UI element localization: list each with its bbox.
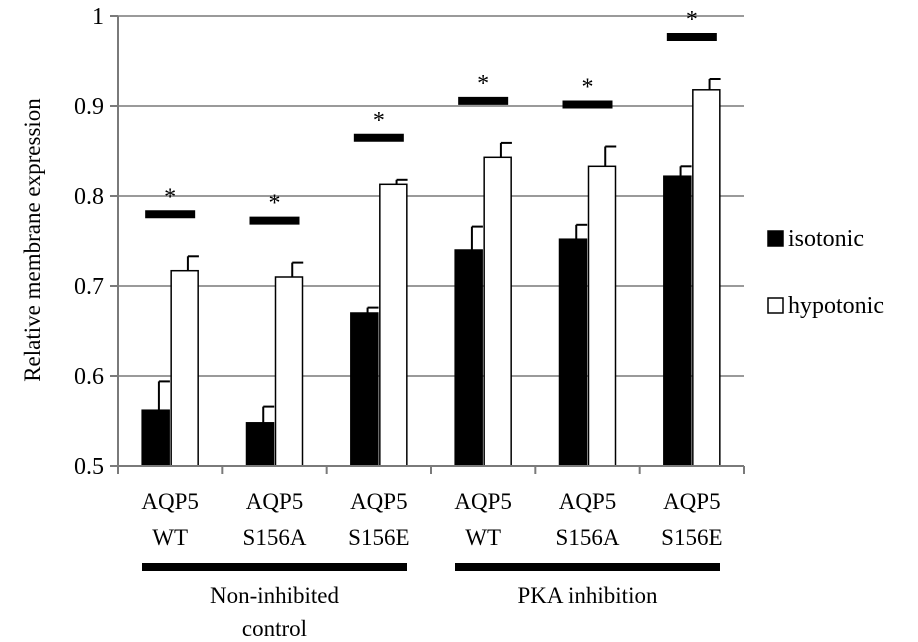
category-label: AQP5	[141, 489, 199, 514]
category-label: WT	[152, 525, 188, 550]
y-tick-label: 0.5	[74, 454, 104, 480]
axes	[110, 15, 745, 571]
y-tick-label: 0.7	[74, 274, 104, 300]
bar-hypotonic	[379, 183, 408, 467]
significance-marker: *	[269, 191, 281, 217]
group-label: control	[242, 616, 307, 641]
labels: 0.5 0.6 0.7 0.8 0.9 1 * AQP5 WT * AQP5 S156A * AQP5 S1…	[74, 4, 723, 641]
bar-hypotonic	[692, 89, 721, 467]
category-label: AQP5	[350, 489, 408, 514]
bar-isotonic	[454, 249, 483, 467]
category-label: AQP5	[454, 489, 512, 514]
bar-isotonic	[663, 175, 692, 467]
significance-marker: *	[686, 7, 698, 33]
bar-hypotonic	[587, 165, 617, 467]
category-label: AQP5	[246, 489, 304, 514]
bar-hypotonic	[483, 156, 512, 467]
significance-marker: *	[582, 75, 594, 101]
bar-isotonic	[141, 409, 170, 467]
bar-isotonic	[558, 238, 588, 467]
group-label: PKA inhibition	[518, 583, 658, 608]
bars	[141, 33, 721, 467]
y-tick-label: 1	[92, 4, 104, 30]
group-label: Non-inhibited	[210, 583, 340, 608]
category-label: S156A	[243, 525, 307, 550]
category-label: AQP5	[559, 489, 617, 514]
significance-marker: *	[477, 71, 489, 97]
category-label: S156E	[661, 525, 722, 550]
significance-marker: *	[373, 108, 385, 134]
category-label: S156A	[556, 525, 620, 550]
bar-hypotonic	[170, 269, 199, 467]
significance-marker: *	[164, 184, 176, 210]
gridlines	[118, 15, 744, 377]
category-label: S156E	[348, 525, 409, 550]
category-label: AQP5	[663, 489, 721, 514]
legend-label-isotonic: isotonic	[788, 226, 864, 252]
bar-isotonic	[245, 422, 275, 467]
y-tick-label: 0.8	[74, 184, 104, 210]
bar-isotonic	[350, 312, 379, 467]
legend-label-hypotonic: hypotonic	[788, 293, 884, 319]
y-tick-label: 0.6	[74, 364, 104, 390]
category-label: WT	[465, 525, 501, 550]
legend: isotonic hypotonic	[767, 226, 884, 319]
legend-swatch-isotonic	[767, 230, 784, 247]
y-axis-title: Relative membrane expression	[20, 98, 45, 382]
bar-hypotonic	[274, 276, 304, 467]
y-tick-label: 0.9	[74, 94, 104, 120]
legend-swatch-hypotonic	[767, 297, 784, 314]
